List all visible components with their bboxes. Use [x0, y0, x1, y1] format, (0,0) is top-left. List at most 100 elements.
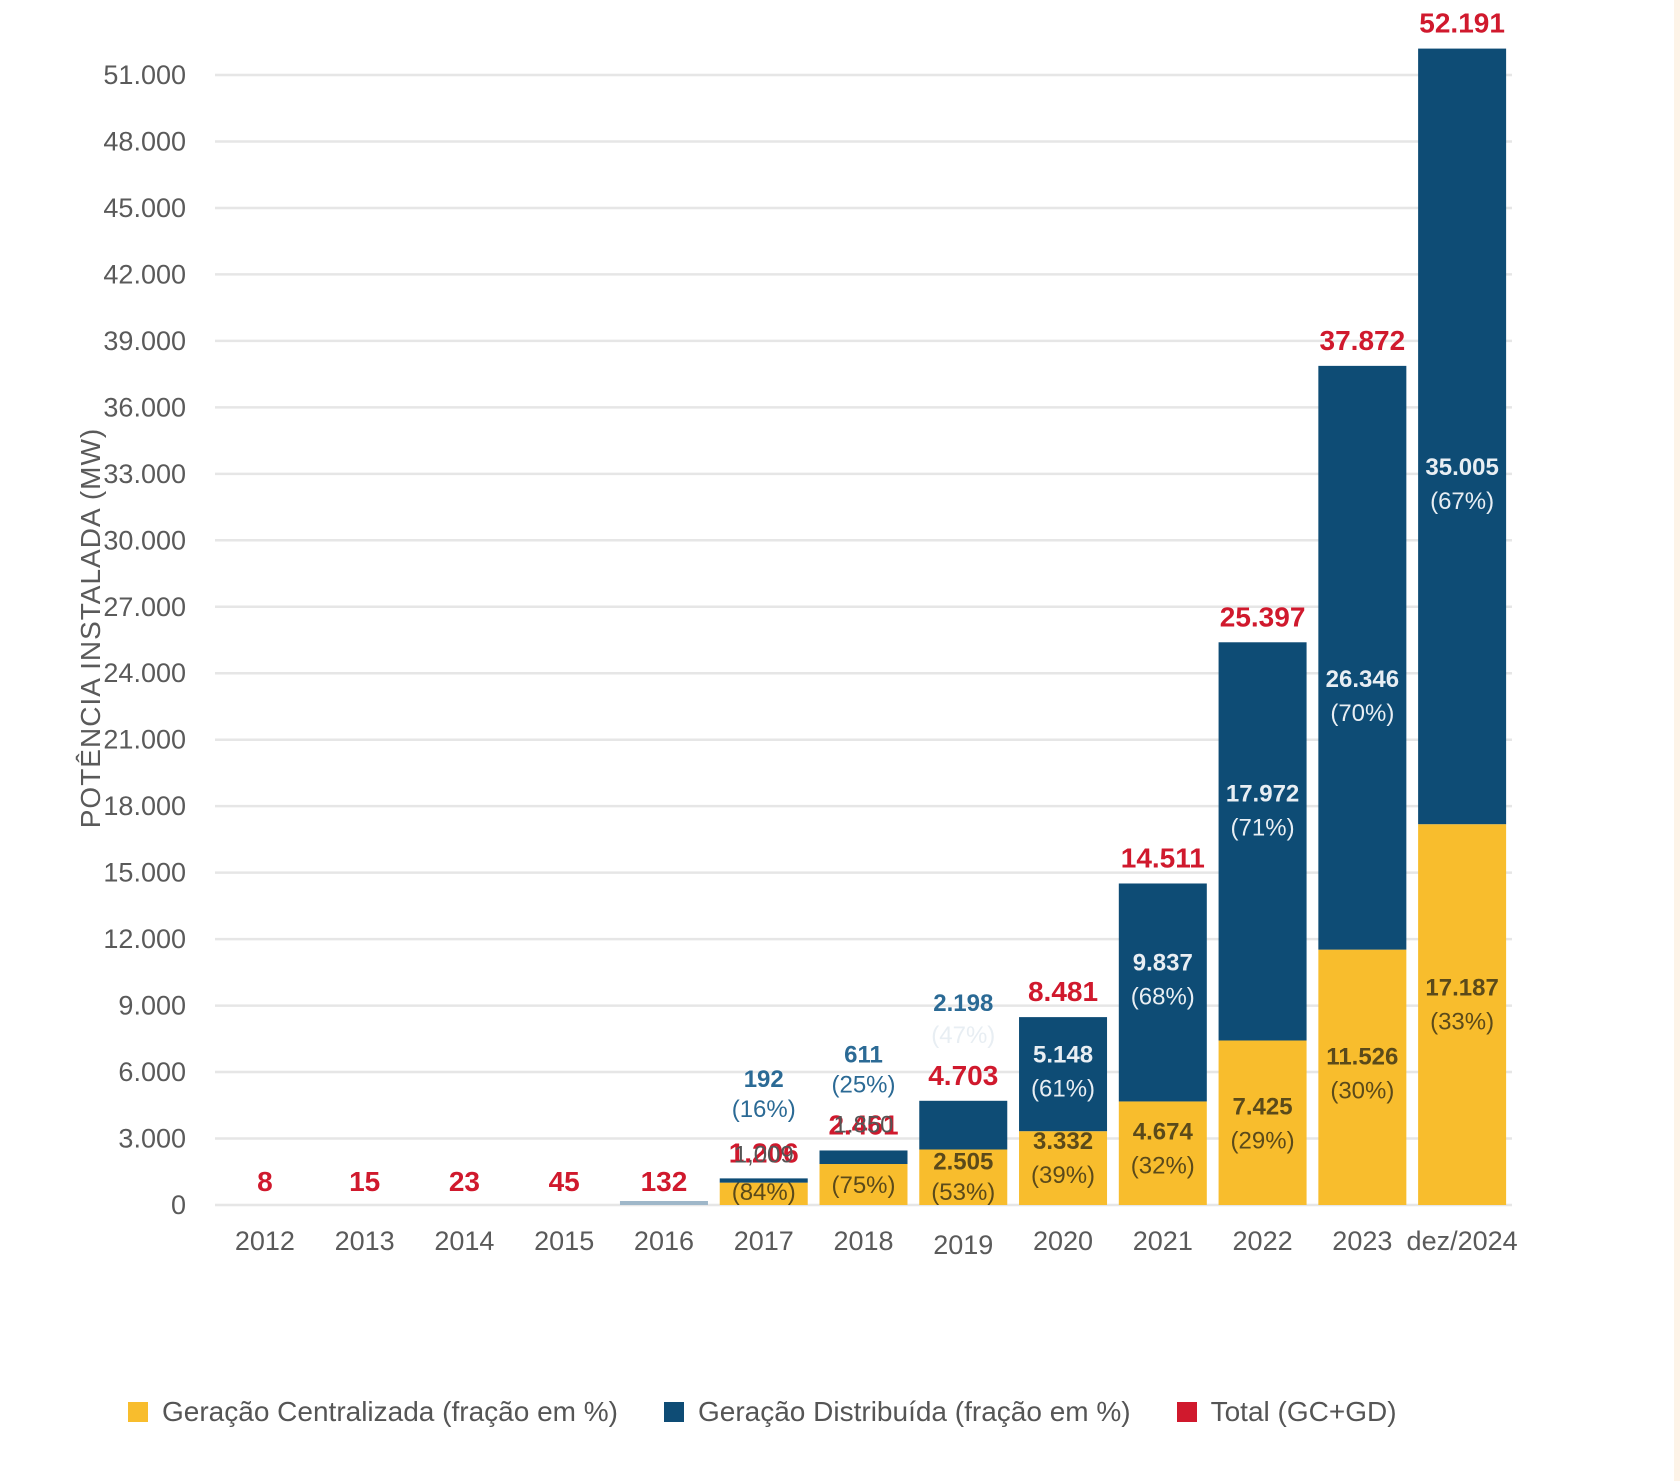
bar-segment-gd — [919, 1100, 1008, 1150]
gd-pct-label: (67%) — [1430, 488, 1494, 515]
gd-pct-label: (47%) — [931, 1022, 995, 1049]
x-tick-label: 2018 — [833, 1226, 893, 1256]
bar-segment-gd — [1118, 883, 1207, 1102]
bar-total-small — [619, 1201, 708, 1205]
legend-swatch-total — [1176, 1402, 1197, 1422]
y-tick-label: 45.000 — [103, 193, 186, 223]
gd-pct-label: (71%) — [1231, 815, 1295, 842]
gd-value-label: 2.198 — [933, 990, 993, 1017]
x-tick-label: 2023 — [1332, 1226, 1392, 1256]
gc-pct-label: (30%) — [1330, 1078, 1394, 1105]
total-label: 8 — [257, 1166, 273, 1197]
y-tick-label: 27.000 — [103, 592, 186, 622]
bar-segment-gd — [1418, 48, 1507, 825]
total-label: 8.481 — [1028, 976, 1098, 1007]
bar-segment-gd — [1218, 642, 1307, 1041]
gd-value-label: 5.148 — [1033, 1042, 1093, 1069]
y-tick-label: 51.000 — [103, 60, 186, 90]
x-tick-label: 2013 — [335, 1226, 395, 1256]
bar-segment-gc — [1318, 949, 1407, 1205]
gd-pct-label: (25%) — [831, 1071, 895, 1098]
bar-segment-gc — [1218, 1040, 1307, 1205]
bar-segment-gc — [919, 1149, 1008, 1205]
gd-value-label: 26.346 — [1326, 666, 1399, 693]
total-label: 25.397 — [1220, 601, 1306, 632]
bar-segment-gc — [1019, 1131, 1108, 1205]
gc-value-label: 1.850 — [833, 1111, 893, 1138]
gd-value-label: 611 — [844, 1041, 883, 1068]
x-tick-label: 2014 — [434, 1226, 494, 1256]
bar-segment-gd — [1019, 1017, 1108, 1132]
bar-segment-gc — [819, 1164, 908, 1205]
y-tick-label: 30.000 — [103, 525, 186, 555]
total-label: 14.511 — [1121, 842, 1205, 873]
y-axis-label: POTÊNCIA INSTALADA (MW) — [75, 428, 106, 829]
x-tick-label: 2017 — [734, 1226, 794, 1256]
total-label: 1.206 — [729, 1137, 799, 1168]
total-label: 4.703 — [928, 1060, 998, 1091]
x-tick-label: 2015 — [534, 1226, 594, 1256]
page-edge — [1674, 0, 1680, 1481]
total-label: 15 — [349, 1166, 380, 1197]
y-tick-label: 18.000 — [103, 791, 186, 821]
bar-segment-gc — [719, 1182, 808, 1205]
gd-value-label: 9.837 — [1133, 950, 1193, 977]
y-tick-label: 12.000 — [103, 924, 186, 954]
y-tick-label: 36.000 — [103, 392, 186, 422]
y-tick-label: 39.000 — [103, 326, 186, 356]
gc-pct-label: (29%) — [1231, 1128, 1295, 1155]
bars — [619, 48, 1507, 1205]
x-tick-label: 2020 — [1033, 1226, 1093, 1256]
gridlines — [215, 73, 1512, 1207]
legend-label-gd: Geração Distribuída (fração em %) — [697, 1396, 1131, 1427]
legend-label-total: Total (GC+GD) — [1210, 1396, 1397, 1427]
y-tick-label: 21.000 — [103, 725, 186, 755]
gd-pct-label: (68%) — [1131, 984, 1195, 1011]
total-label: 52.191 — [1419, 8, 1505, 39]
gc-value-label: 7.425 — [1233, 1094, 1293, 1121]
y-tick-label: 0 — [171, 1190, 186, 1220]
legend-swatch-gd — [663, 1402, 684, 1422]
x-tick-label: 2021 — [1133, 1226, 1193, 1256]
total-label: 37.872 — [1320, 325, 1406, 356]
gd-value-label: 35.005 — [1425, 454, 1498, 481]
legend-label-gc: Geração Centralizada (fração em %) — [162, 1396, 618, 1427]
gd-value-label: 17.972 — [1226, 781, 1299, 808]
gd-pct-label: (16%) — [732, 1096, 796, 1123]
x-tick-label: 2019 — [933, 1230, 993, 1260]
gc-value-label: 17.187 — [1425, 975, 1498, 1002]
bar-segment-gc — [1418, 824, 1507, 1205]
x-tick-label: 2016 — [634, 1226, 694, 1256]
total-label: 45 — [549, 1166, 580, 1197]
total-label: 2.461 — [828, 1109, 898, 1140]
gc-value-label: 2.505 — [933, 1148, 993, 1175]
gc-pct-label: (33%) — [1430, 1009, 1494, 1036]
y-axis-ticks: 0 3.000 6.000 9.000 12.000 15.000 18.000 21.000… — [103, 60, 186, 1220]
y-tick-label: 48.000 — [103, 126, 186, 156]
legend-item-gd: Geração Distribuída (fração em %) — [663, 1396, 1131, 1428]
gc-value-label: 1,009 — [734, 1141, 794, 1168]
x-tick-label: 2012 — [235, 1226, 295, 1256]
total-label: 132 — [641, 1166, 688, 1197]
y-tick-label: 9.000 — [118, 991, 186, 1021]
y-tick-label: 6.000 — [118, 1057, 186, 1087]
gc-value-label: 11.526 — [1326, 1044, 1398, 1071]
gc-value-label: 4.674 — [1133, 1118, 1194, 1145]
data-labels: 8 15 23 45 132 1.206 192 (16%) 1,009 (84%) 2.461 61… — [257, 8, 1505, 1206]
gc-pct-label: (75%) — [831, 1172, 895, 1199]
bar-segment-gc — [1118, 1101, 1207, 1205]
total-label: 23 — [449, 1166, 480, 1197]
gd-pct-label: (70%) — [1330, 700, 1394, 727]
legend: Geração Centralizada (fração em %) Geraç… — [128, 1396, 1397, 1428]
x-axis-ticks: 2012 2013 2014 2015 2016 2017 2018 2019 2020 2021… — [235, 1226, 1518, 1260]
legend-item-total: Total (GC+GD) — [1176, 1396, 1397, 1428]
x-tick-label: dez/2024 — [1407, 1226, 1518, 1256]
gc-value-label: 3.332 — [1033, 1128, 1093, 1155]
y-tick-label: 15.000 — [103, 858, 186, 888]
y-tick-label: 3.000 — [118, 1124, 186, 1154]
bar-segment-gd — [719, 1178, 808, 1183]
y-tick-label: 42.000 — [103, 259, 186, 289]
gc-pct-label: (53%) — [931, 1179, 995, 1206]
x-tick-label: 2022 — [1233, 1226, 1293, 1256]
gc-pct-label: (32%) — [1131, 1152, 1195, 1179]
